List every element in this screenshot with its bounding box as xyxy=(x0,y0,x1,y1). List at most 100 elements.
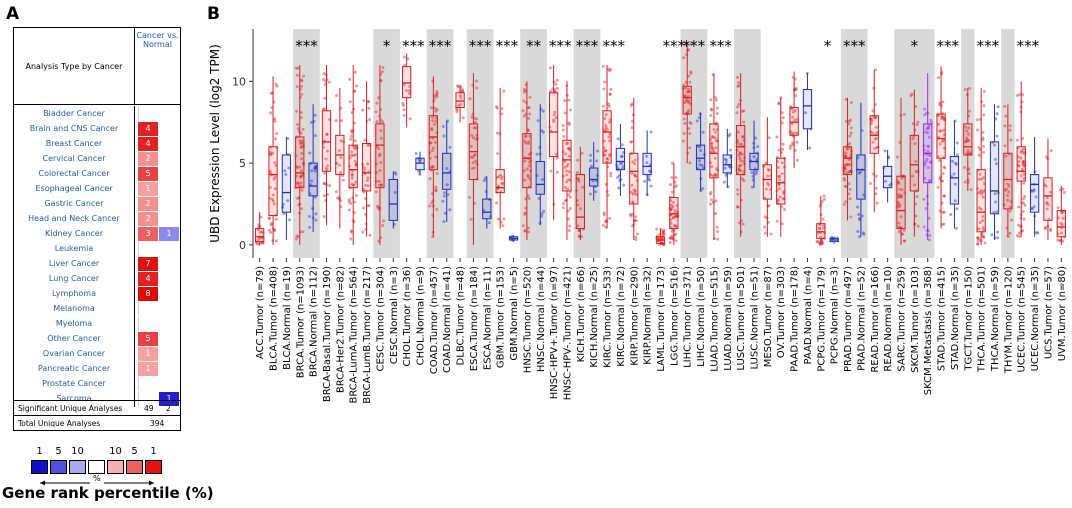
data-point xyxy=(861,231,865,235)
data-point xyxy=(953,161,957,165)
cancer-type-row[interactable]: Colorectal Cancer xyxy=(14,166,135,182)
data-point xyxy=(687,99,691,103)
data-point xyxy=(794,88,798,92)
data-point xyxy=(902,112,906,116)
data-point xyxy=(274,82,278,86)
data-point xyxy=(295,85,299,89)
overexpression-cell: 2 xyxy=(138,152,158,166)
x-tick-label: BRCA-LumA.Tumor (n=564) xyxy=(349,266,360,404)
data-point xyxy=(267,217,271,221)
cancer-type-row[interactable]: Ovarian Cancer xyxy=(14,346,135,362)
data-point xyxy=(540,212,544,216)
data-point xyxy=(874,125,878,129)
data-point xyxy=(300,84,304,88)
cancer-type-row[interactable]: Gastric Cancer xyxy=(14,196,135,212)
data-point xyxy=(674,239,678,243)
data-point xyxy=(636,232,640,236)
data-point xyxy=(923,113,927,117)
significance-stars: *** xyxy=(496,37,519,55)
cancer-type-row[interactable]: Melanoma xyxy=(14,301,135,317)
cancer-type-row[interactable]: Cervical Cancer xyxy=(14,151,135,167)
data-point xyxy=(521,224,525,228)
x-tick-label: LIHC.Tumor (n=371) xyxy=(683,266,694,368)
data-point xyxy=(552,113,556,117)
significant-analyses-row: Significant Unique Analyses 49 2 xyxy=(14,400,180,416)
data-point xyxy=(671,216,675,220)
data-point xyxy=(843,154,847,158)
data-point xyxy=(897,202,901,206)
box xyxy=(1056,210,1066,238)
data-point xyxy=(884,179,888,183)
data-point xyxy=(775,135,779,139)
data-point xyxy=(443,191,447,195)
data-point xyxy=(724,173,728,177)
data-point xyxy=(522,114,526,118)
data-point xyxy=(459,102,463,106)
data-point xyxy=(1021,147,1025,151)
data-point xyxy=(857,235,861,239)
data-point xyxy=(347,208,351,212)
data-point xyxy=(1049,149,1053,153)
data-point xyxy=(916,224,920,228)
data-point xyxy=(670,206,674,210)
data-point xyxy=(1060,223,1064,227)
data-point xyxy=(352,153,356,157)
cancer-type-row[interactable]: Myeloma xyxy=(14,316,135,332)
x-tick-label: PAAD.Tumor (n=178) xyxy=(790,266,801,372)
data-point xyxy=(633,158,637,162)
data-point xyxy=(334,119,338,123)
cancer-type-row[interactable]: Breast Cancer xyxy=(14,136,135,152)
cancer-type-row[interactable]: Kidney Cancer xyxy=(14,226,135,242)
data-point xyxy=(781,116,785,120)
data-point xyxy=(714,139,718,143)
data-point xyxy=(710,165,714,169)
cancer-type-row[interactable]: Prostate Cancer xyxy=(14,376,135,392)
data-point xyxy=(442,194,446,198)
data-point xyxy=(713,136,717,140)
data-point xyxy=(609,67,613,71)
data-point xyxy=(295,234,299,238)
cancer-type-row[interactable]: Esophageal Cancer xyxy=(14,181,135,197)
data-point xyxy=(737,164,741,168)
data-point xyxy=(299,111,303,115)
data-point xyxy=(711,174,715,178)
cancer-type-row[interactable]: Liver Cancer xyxy=(14,256,135,272)
data-point xyxy=(923,176,927,180)
data-point xyxy=(255,242,259,246)
cancer-type-row[interactable]: Sarcoma xyxy=(14,391,135,407)
cancer-type-row[interactable]: Pancreatic Cancer xyxy=(14,361,135,377)
data-point xyxy=(601,64,605,68)
cancer-type-row[interactable]: Bladder Cancer xyxy=(14,106,135,122)
data-point xyxy=(1021,209,1025,213)
data-point xyxy=(603,117,607,121)
data-point xyxy=(1009,138,1013,142)
cancer-type-row[interactable]: Lymphoma xyxy=(14,286,135,302)
data-point xyxy=(767,168,771,172)
cancer-type-row[interactable]: Lung Cancer xyxy=(14,271,135,287)
cancer-type-row[interactable]: Other Cancer xyxy=(14,331,135,347)
data-point xyxy=(688,89,692,93)
data-point xyxy=(367,107,371,111)
data-point xyxy=(299,146,303,150)
cancer-type-row[interactable]: Head and Neck Cancer xyxy=(14,211,135,227)
data-point xyxy=(528,160,532,164)
data-point xyxy=(899,193,903,197)
data-point xyxy=(575,170,579,174)
data-point xyxy=(713,96,717,100)
overexpression-cell: 1 xyxy=(138,347,158,361)
data-point xyxy=(275,132,279,136)
data-point xyxy=(714,199,718,203)
cancer-type-row[interactable]: Brain and CNS Cancer xyxy=(14,121,135,137)
data-point xyxy=(268,169,272,173)
data-point xyxy=(536,119,540,123)
data-point xyxy=(562,134,566,138)
data-point xyxy=(780,222,784,226)
data-point xyxy=(314,212,318,216)
data-point xyxy=(926,144,930,148)
cancer-type-row[interactable]: Leukemia xyxy=(14,241,135,257)
data-point xyxy=(362,190,366,194)
data-point xyxy=(1056,238,1060,242)
data-point xyxy=(631,192,635,196)
x-tick-label: CHOL.Tumor (n=36) xyxy=(402,266,413,367)
data-point xyxy=(911,137,915,141)
